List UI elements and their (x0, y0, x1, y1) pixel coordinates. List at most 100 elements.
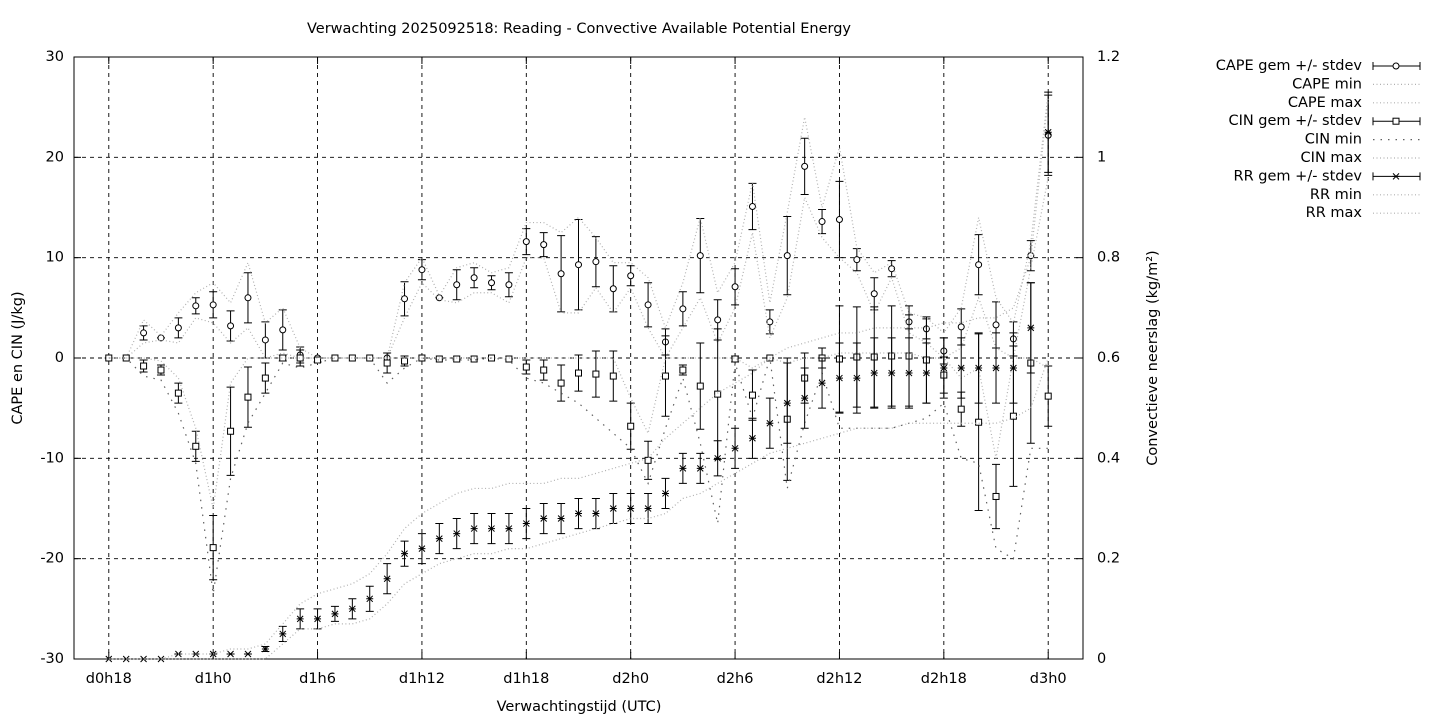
marker-circle (192, 302, 200, 310)
marker-square (435, 355, 443, 363)
marker-circle (609, 285, 617, 293)
marker-star (957, 364, 965, 372)
marker-circle (835, 216, 843, 224)
y-axis-label: CAPE en CIN (J/kg) (10, 291, 26, 424)
marker-circle (801, 162, 809, 170)
marker-square (661, 372, 669, 380)
y2-tick-label: 0.2 (1097, 551, 1120, 567)
x-tick-label: d1h0 (195, 671, 232, 687)
marker-square (540, 366, 548, 374)
marker-star (679, 465, 687, 472)
x-tick-label: d0h18 (86, 671, 132, 687)
range-line (108, 92, 1049, 359)
marker-star (122, 655, 130, 663)
marker-star (227, 650, 235, 658)
marker-star (627, 505, 635, 512)
legend-label: CIN gem +/- stdev (1228, 113, 1362, 129)
marker-star (748, 434, 756, 442)
marker-square (957, 405, 965, 413)
marker-circle (488, 279, 496, 287)
marker-square (731, 355, 739, 363)
marker-square (714, 390, 722, 398)
range-line (108, 97, 1049, 660)
marker-circle (975, 261, 983, 269)
marker-circle (696, 252, 704, 260)
marker-star (696, 465, 704, 472)
marker-star (540, 515, 548, 522)
marker-circle (470, 274, 478, 282)
y2-axis-label: Convectieve neerslag (kg/m²) (1145, 250, 1161, 465)
marker-circle (453, 281, 461, 289)
x-tick-label: d2h0 (612, 671, 649, 687)
marker-star (992, 364, 1000, 372)
marker-star (470, 525, 478, 532)
marker-star (453, 530, 461, 537)
marker-square (401, 357, 409, 365)
marker-circle (766, 318, 774, 326)
x-tick-label: d3h0 (1030, 671, 1067, 687)
y-tick-label: -10 (40, 450, 64, 466)
legend-label: RR max (1306, 205, 1363, 221)
x-axis-label: Verwachtingstijd (UTC) (497, 699, 662, 715)
marker-square (192, 442, 200, 450)
y-tick-label: -30 (40, 651, 64, 667)
y2-tick-label: 0.6 (1097, 350, 1120, 366)
marker-square (140, 362, 148, 370)
marker-circle (679, 305, 687, 313)
marker-star (905, 369, 913, 377)
y2-tick-label: 0.4 (1097, 450, 1120, 466)
marker-circle (888, 265, 896, 273)
legend-marker (1392, 173, 1400, 180)
marker-square (748, 391, 756, 399)
x-tick-label: d2h6 (717, 671, 754, 687)
marker-circle (522, 238, 530, 246)
marker-star (975, 364, 983, 372)
marker-circle (870, 290, 878, 298)
marker-star (1044, 128, 1052, 136)
marker-circle (435, 294, 443, 302)
marker-circle (818, 218, 826, 226)
marker-square (209, 544, 217, 552)
marker-star (922, 369, 930, 377)
marker-circle (592, 258, 600, 266)
y-tick-label: 20 (46, 149, 64, 165)
marker-circle (957, 323, 965, 331)
marker-circle (261, 336, 269, 344)
marker-star (835, 374, 843, 382)
marker-circle (418, 266, 426, 274)
marker-star (261, 645, 269, 653)
marker-star (644, 505, 652, 512)
marker-star (505, 525, 513, 532)
marker-circle (992, 321, 1000, 329)
marker-star (766, 419, 774, 427)
marker-star (1027, 324, 1035, 332)
y-tick-label: -20 (40, 551, 64, 567)
marker-square (383, 359, 391, 367)
marker-circle (557, 270, 565, 278)
marker-star (435, 535, 443, 542)
marker-square (522, 363, 530, 371)
marker-star (1009, 364, 1017, 372)
x-tick-label: d1h6 (299, 671, 336, 687)
y2-tick-label: 0 (1097, 651, 1106, 667)
marker-square (227, 427, 235, 435)
y-tick-label: 0 (55, 350, 64, 366)
marker-star (105, 655, 113, 663)
marker-star (314, 615, 322, 623)
marker-square (453, 355, 461, 363)
marker-star (783, 399, 791, 407)
marker-circle (244, 294, 252, 302)
marker-square (592, 370, 600, 378)
marker-star (522, 520, 530, 527)
marker-circle (714, 316, 722, 324)
marker-star (870, 369, 878, 377)
marker-square (992, 492, 1000, 500)
legend-label: CAPE max (1288, 95, 1363, 111)
marker-square (627, 422, 635, 430)
marker-star (888, 369, 896, 377)
marker-star (296, 615, 304, 623)
marker-square (609, 372, 617, 380)
marker-circle (227, 322, 235, 330)
y2-tick-label: 1 (1097, 149, 1106, 165)
marker-star (401, 550, 409, 558)
